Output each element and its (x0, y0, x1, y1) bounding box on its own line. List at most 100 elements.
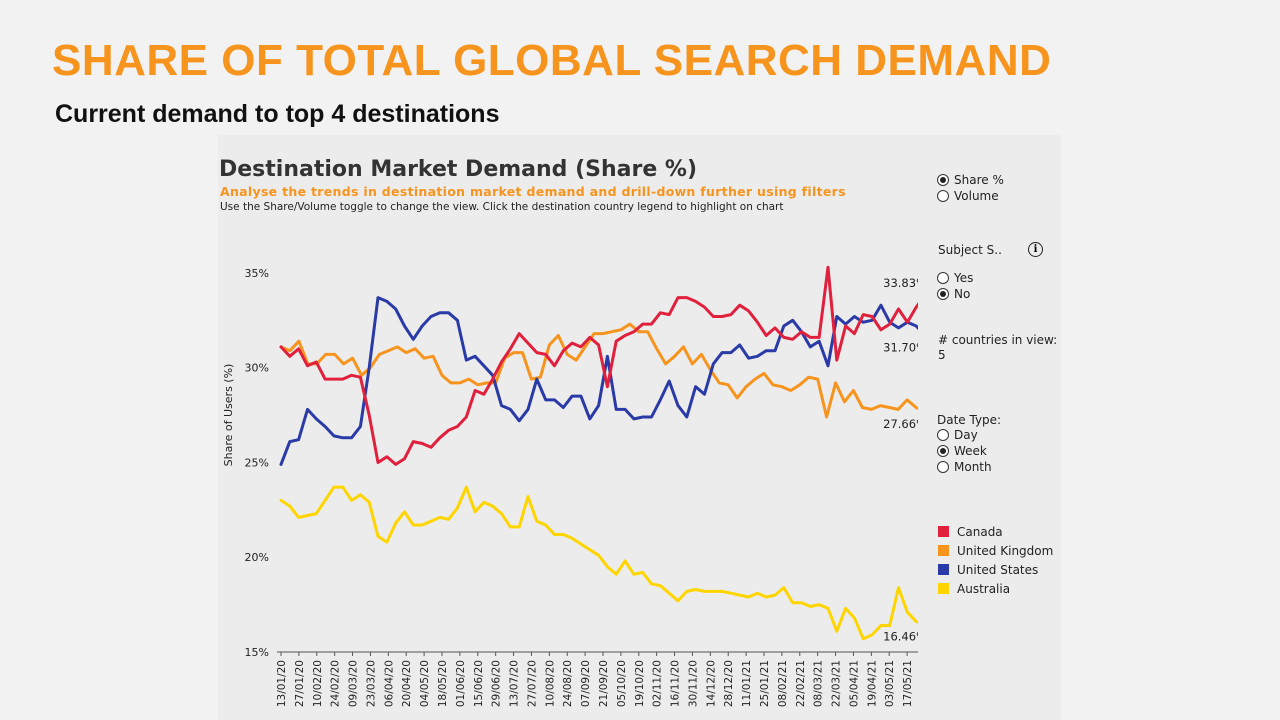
legend-label: Australia (957, 581, 1011, 596)
radio-week[interactable] (937, 445, 949, 457)
view-option-volume[interactable]: Volume (937, 188, 1004, 204)
x-tick-label: 05/04/21 (848, 660, 860, 707)
x-tick-label: 13/07/20 (509, 660, 521, 707)
x-tick-label: 10/02/20 (312, 660, 324, 707)
date-option-label: Week (954, 444, 987, 458)
x-tick-label: 08/03/21 (813, 660, 825, 707)
x-tick-label: 01/06/20 (455, 660, 467, 707)
subject-filter-label: Subject S.. (938, 243, 1002, 257)
panel-title: Destination Market Demand (Share %) (219, 157, 698, 182)
view-option-label: Volume (954, 189, 999, 203)
legend-item-canada[interactable]: Canada (938, 522, 1053, 541)
series-line-australia[interactable] (279, 485, 918, 641)
x-tick-label: 22/02/21 (795, 660, 807, 707)
x-tick-label: 20/04/20 (401, 660, 413, 707)
legend-swatch (938, 564, 949, 575)
radio-day[interactable] (937, 429, 949, 441)
y-axis-label: Share of Users (%) (222, 364, 235, 467)
legend-swatch (938, 545, 949, 556)
radio-share[interactable] (937, 174, 949, 186)
view-toggle: Share % Volume (937, 172, 1004, 204)
date-option-month[interactable]: Month (937, 459, 992, 475)
x-tick-label: 15/06/20 (473, 660, 485, 707)
x-tick-label: 16/11/20 (670, 660, 682, 707)
y-tick-label: 35% (245, 267, 269, 280)
legend-item-australia[interactable]: Australia (938, 579, 1053, 598)
x-tick-label: 21/09/20 (598, 660, 610, 707)
x-tick-label: 07/09/20 (580, 660, 592, 707)
x-tick-label: 17/05/21 (902, 660, 914, 707)
x-tick-label: 13/01/20 (276, 660, 288, 707)
x-tick-label: 30/11/20 (687, 660, 699, 707)
view-option-label: Share % (954, 173, 1004, 187)
subject-option-yes[interactable]: Yes (937, 270, 973, 286)
x-tick-label: 02/11/20 (652, 660, 664, 707)
x-tick-label: 27/07/20 (526, 660, 538, 707)
legend-item-united-kingdom[interactable]: United Kingdom (938, 541, 1053, 560)
x-tick-label: 09/03/20 (348, 660, 360, 707)
x-tick-label: 23/03/20 (365, 660, 377, 707)
x-tick-label: 05/10/20 (616, 660, 628, 707)
date-type-label: Date Type: (937, 413, 1002, 427)
y-tick-label: 20% (245, 551, 269, 564)
x-tick-label: 24/08/20 (562, 660, 574, 707)
countries-in-view-label: # countries in view: (938, 333, 1058, 347)
date-type-filter: Day Week Month (937, 427, 992, 475)
x-tick-label: 06/04/20 (383, 660, 395, 707)
end-value-label: 31.70% (883, 340, 918, 354)
legend-label: Canada (957, 524, 1003, 539)
legend-item-united-states[interactable]: United States (938, 560, 1053, 579)
end-value-label: 33.83% (883, 276, 918, 290)
info-icon[interactable]: i (1028, 242, 1043, 257)
slide-title: SHARE OF TOTAL GLOBAL SEARCH DEMAND (52, 36, 1052, 85)
x-tick-label: 22/03/21 (831, 660, 843, 707)
x-tick-label: 27/01/20 (294, 660, 306, 707)
panel-subtitle: Analyse the trends in destination market… (220, 184, 846, 199)
x-tick-label: 19/04/21 (866, 660, 878, 707)
x-tick-label: 10/08/20 (544, 660, 556, 707)
y-tick-label: 30% (245, 362, 269, 375)
subject-option-label: No (954, 287, 971, 301)
radio-month[interactable] (937, 461, 949, 473)
radio-volume[interactable] (937, 190, 949, 202)
y-tick-label: 15% (245, 646, 269, 659)
countries-in-view-value: 5 (938, 348, 946, 362)
series-lines (279, 265, 918, 641)
x-tick-label: 04/05/20 (419, 660, 431, 707)
subject-option-no[interactable]: No (937, 286, 973, 302)
x-tick-label: 29/06/20 (491, 660, 503, 707)
x-tick-label: 08/02/21 (777, 660, 789, 707)
x-tick-label: 28/12/20 (723, 660, 735, 707)
radio-yes[interactable] (937, 272, 949, 284)
date-option-week[interactable]: Week (937, 443, 992, 459)
panel-help-text: Use the Share/Volume toggle to change th… (220, 201, 784, 213)
slide-subtitle: Current demand to top 4 destinations (55, 100, 500, 128)
line-chart: 35% 30% 25% 20% 15% Share of Users (%) 13/01… (222, 265, 918, 707)
end-value-label: 27.66% (883, 417, 918, 431)
series-line-united-states[interactable] (279, 296, 918, 466)
x-tick-label: 24/02/20 (330, 660, 342, 707)
y-tick-label: 25% (245, 456, 269, 469)
end-labels: 33.83% 27.66% 31.70% 16.46% (883, 276, 918, 643)
x-tick-label: 19/10/20 (634, 660, 646, 707)
x-axis: 13/01/20 27/01/20 10/02/20 24/02/20 09/03/20… (276, 651, 918, 707)
legend-swatch (938, 583, 949, 594)
x-tick-label: 18/05/20 (437, 660, 449, 707)
date-option-day[interactable]: Day (937, 427, 992, 443)
radio-no[interactable] (937, 288, 949, 300)
x-tick-label: 03/05/21 (884, 660, 896, 707)
end-value-label: 16.46% (883, 629, 918, 643)
x-tick-label: 11/01/21 (741, 660, 753, 707)
subject-filter: Yes No (937, 270, 973, 302)
x-tick-label: 25/01/21 (759, 660, 771, 707)
view-option-share[interactable]: Share % (937, 172, 1004, 188)
legend-swatch (938, 526, 949, 537)
legend-label: United States (957, 562, 1039, 577)
date-option-label: Month (954, 460, 992, 474)
date-option-label: Day (954, 428, 978, 442)
chart-legend: Canada United Kingdom United States Aust… (938, 522, 1053, 598)
y-axis: 35% 30% 25% 20% 15% (245, 267, 269, 659)
series-line-united-kingdom[interactable] (279, 322, 918, 419)
series-line-canada[interactable] (279, 265, 918, 466)
subject-option-label: Yes (954, 271, 974, 285)
